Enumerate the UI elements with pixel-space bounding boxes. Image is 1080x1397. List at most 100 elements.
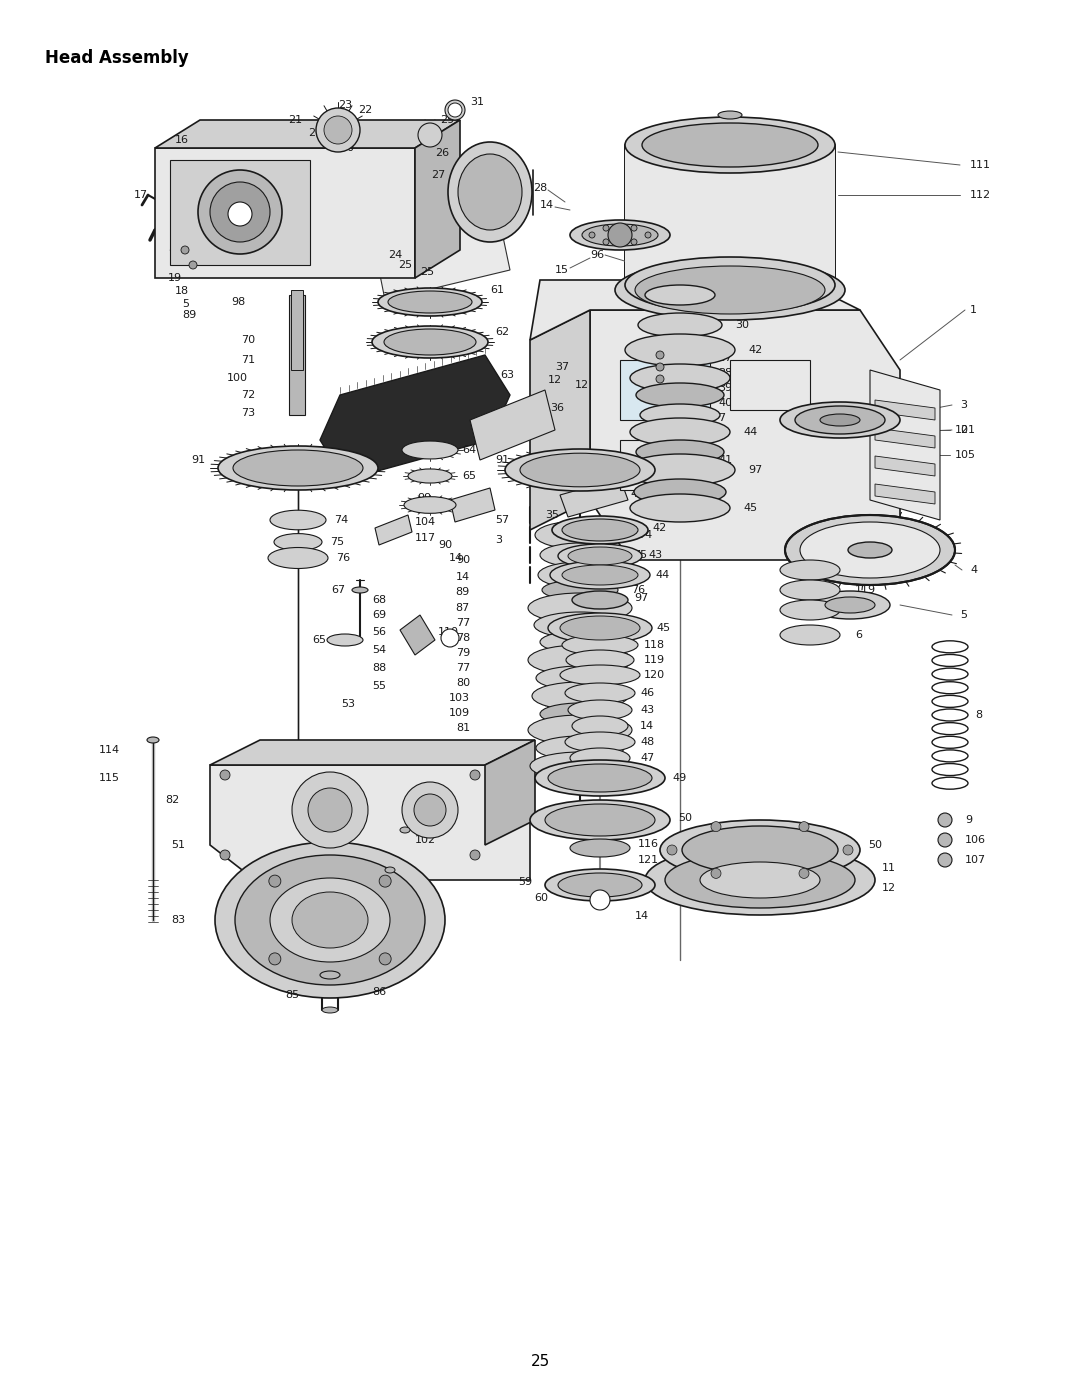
Text: 50: 50	[678, 813, 692, 823]
Text: 27: 27	[431, 170, 445, 180]
Circle shape	[181, 246, 189, 254]
Text: 91: 91	[191, 455, 205, 465]
Circle shape	[603, 225, 609, 231]
Ellipse shape	[538, 562, 622, 588]
Ellipse shape	[322, 1007, 338, 1013]
Text: 11: 11	[882, 863, 896, 873]
Polygon shape	[870, 370, 940, 520]
Text: 25: 25	[530, 1355, 550, 1369]
Circle shape	[470, 770, 480, 780]
Text: 1: 1	[970, 305, 977, 314]
Text: 41: 41	[630, 489, 644, 499]
Text: 36: 36	[550, 402, 564, 414]
Text: 42: 42	[652, 522, 666, 534]
Text: 30: 30	[648, 503, 662, 513]
Text: 43: 43	[737, 390, 751, 400]
Circle shape	[414, 793, 446, 826]
Polygon shape	[415, 120, 460, 278]
Text: 106: 106	[966, 835, 986, 845]
Text: 118: 118	[644, 640, 665, 650]
Text: 48: 48	[640, 738, 654, 747]
Text: 38: 38	[718, 367, 732, 379]
Text: 9: 9	[966, 814, 972, 826]
Ellipse shape	[404, 497, 456, 513]
Ellipse shape	[642, 123, 818, 168]
Circle shape	[269, 875, 281, 887]
Ellipse shape	[562, 564, 638, 585]
Text: 92: 92	[483, 400, 497, 409]
Ellipse shape	[534, 612, 626, 638]
Ellipse shape	[536, 666, 624, 690]
Ellipse shape	[536, 736, 624, 760]
Text: 102: 102	[415, 835, 436, 845]
Ellipse shape	[400, 827, 410, 833]
Text: 57: 57	[495, 515, 509, 525]
Text: 8: 8	[975, 710, 982, 719]
Text: 60: 60	[534, 893, 548, 902]
Text: 51: 51	[171, 840, 185, 849]
Text: 69: 69	[372, 610, 387, 620]
Ellipse shape	[718, 110, 742, 119]
Ellipse shape	[530, 800, 670, 840]
Ellipse shape	[566, 650, 634, 671]
Text: 94: 94	[490, 414, 504, 423]
Circle shape	[645, 232, 651, 237]
Text: B: B	[457, 103, 463, 113]
Text: 35: 35	[545, 510, 559, 520]
Text: 29: 29	[440, 115, 455, 124]
Text: A: A	[596, 895, 604, 905]
Ellipse shape	[552, 515, 648, 543]
Text: 86: 86	[372, 988, 387, 997]
Circle shape	[210, 182, 270, 242]
Polygon shape	[400, 615, 435, 655]
Circle shape	[656, 351, 664, 359]
Text: 37: 37	[555, 362, 569, 372]
Text: 71: 71	[241, 355, 255, 365]
Text: 118: 118	[855, 564, 876, 576]
Text: 83: 83	[171, 915, 185, 925]
Circle shape	[379, 875, 391, 887]
Polygon shape	[875, 483, 935, 504]
Ellipse shape	[562, 636, 638, 655]
Text: A: A	[237, 210, 244, 219]
Text: 77: 77	[456, 664, 470, 673]
Circle shape	[418, 123, 442, 147]
Polygon shape	[485, 740, 535, 845]
Circle shape	[711, 821, 721, 831]
Ellipse shape	[408, 469, 453, 483]
Ellipse shape	[568, 548, 632, 564]
Text: 75: 75	[633, 550, 647, 560]
Text: 61: 61	[490, 285, 504, 295]
Ellipse shape	[700, 862, 820, 898]
Text: 3: 3	[495, 535, 502, 545]
Ellipse shape	[519, 453, 640, 486]
Ellipse shape	[568, 700, 632, 719]
Ellipse shape	[378, 288, 482, 316]
Polygon shape	[875, 427, 935, 448]
Bar	[730, 360, 810, 409]
Text: 52: 52	[494, 780, 508, 789]
Text: 3: 3	[168, 243, 175, 253]
Ellipse shape	[660, 820, 860, 880]
Text: 30: 30	[340, 142, 354, 154]
Circle shape	[220, 770, 230, 780]
Text: 42: 42	[748, 345, 762, 355]
Text: 100: 100	[227, 373, 248, 383]
Text: 6: 6	[855, 630, 862, 640]
Text: 19: 19	[168, 272, 183, 284]
Circle shape	[603, 239, 609, 244]
Text: 43: 43	[640, 705, 654, 715]
Circle shape	[379, 953, 391, 965]
Polygon shape	[210, 740, 535, 766]
Text: 56: 56	[372, 627, 386, 637]
Polygon shape	[210, 766, 530, 880]
Circle shape	[269, 953, 281, 965]
Text: 76: 76	[336, 553, 350, 563]
Circle shape	[441, 629, 459, 647]
Ellipse shape	[570, 747, 630, 768]
Ellipse shape	[558, 873, 642, 897]
Ellipse shape	[540, 631, 620, 652]
Text: 40: 40	[718, 398, 732, 408]
Text: 117: 117	[415, 534, 436, 543]
Ellipse shape	[274, 534, 322, 550]
